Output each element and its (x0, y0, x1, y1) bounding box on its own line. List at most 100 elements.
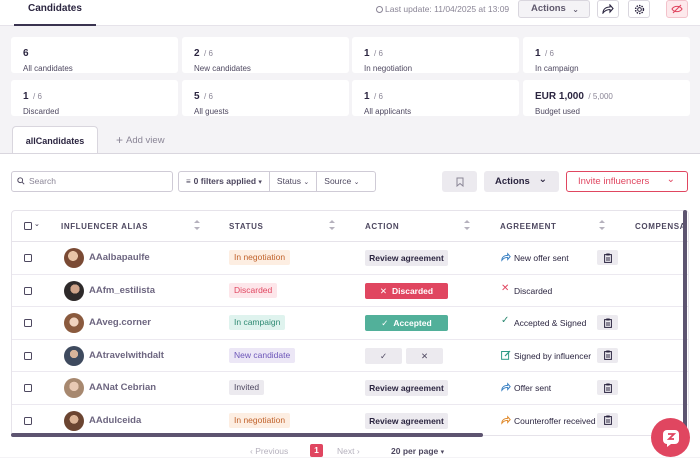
tab-all-candidates[interactable]: allCandidates (12, 126, 98, 154)
influencer-alias[interactable]: AAalbapaulfe (89, 252, 150, 263)
document-button[interactable] (597, 347, 618, 363)
col-agreement[interactable]: AGREEMENT (500, 222, 557, 231)
influencer-alias[interactable]: AAdulceida (89, 414, 142, 426)
discarded-label: Discarded (392, 285, 434, 296)
row-checkbox[interactable] (24, 351, 32, 360)
accept-button[interactable]: ✓ (365, 347, 402, 364)
share-arrow-icon (501, 382, 511, 392)
sort-icon[interactable] (463, 218, 471, 232)
agreement-status: Signed by influencer (514, 350, 592, 361)
filter-icon: ≡ (186, 177, 191, 186)
table-row[interactable]: AAveg.corner In campaign ✓ Accepted ✓ Acc… (12, 307, 688, 340)
document-button[interactable] (597, 380, 618, 395)
avatar (64, 280, 84, 301)
filters-label: 0 filters applied (193, 176, 257, 186)
review-agreement-button[interactable]: Review agreement (365, 380, 448, 396)
stat-card-new-candidates: 2 / 6 New candidates (182, 37, 349, 73)
clock-icon (376, 6, 383, 13)
agreement-status: Counteroffer received (514, 415, 596, 426)
x-icon: ✕ (379, 285, 387, 296)
actions-button[interactable]: Actions ⌄ (484, 171, 559, 192)
clipboard-icon (603, 350, 612, 360)
table-row[interactable]: AAalbapaulfe In negotiation Review agree… (12, 242, 688, 275)
review-agreement-button[interactable]: Review agreement (365, 412, 448, 429)
filters-applied-button[interactable]: ≡ 0 filters applied ▾ (179, 172, 270, 191)
influencer-alias[interactable]: AAfm_estilista (89, 284, 155, 296)
share-button[interactable] (597, 0, 619, 18)
select-all-checkbox[interactable] (24, 222, 32, 230)
influencer-alias[interactable]: AAtravelwithdalt (89, 349, 164, 361)
current-page[interactable]: 1 (310, 444, 323, 457)
chevron-down-icon: ⌄ (538, 174, 547, 185)
stat-total: / 5,000 (588, 92, 613, 101)
col-status[interactable]: STATUS (229, 222, 264, 231)
clipboard-icon (603, 253, 612, 263)
stat-card-all-applicants: 1 / 6 All applicants (352, 80, 519, 116)
stat-total: / 6 (374, 92, 383, 101)
row-checkbox[interactable] (24, 254, 32, 262)
horizontal-scrollbar[interactable] (11, 433, 483, 437)
document-button[interactable] (597, 250, 618, 265)
row-checkbox[interactable] (24, 416, 32, 425)
influencer-alias[interactable]: AANat Cebrian (89, 382, 157, 393)
stat-card-all-guests: 5 / 6 All guests (182, 80, 349, 116)
add-view-label: Add view (126, 135, 165, 146)
search-placeholder: Search (29, 176, 56, 186)
table-row[interactable]: AAtravelwithdalt New candidate ✓ ✕ Signe… (12, 340, 688, 372)
invite-influencers-button[interactable]: Invite influencers ⌄ (566, 171, 688, 192)
agreement-status: New offer sent (514, 253, 569, 263)
tab-candidates[interactable]: Candidates (14, 0, 96, 26)
stat-total: / 6 (204, 49, 213, 58)
row-checkbox[interactable] (24, 384, 32, 392)
stat-label: All candidates (23, 64, 73, 73)
last-update: Last update: 11/04/2025 at 13:09 (376, 2, 509, 16)
col-influencer-alias[interactable]: INFLUENCER ALIAS (61, 222, 149, 231)
status-badge: In negotiation (229, 412, 291, 428)
top-bar: Candidates Last update: 11/04/2025 at 13… (0, 0, 700, 26)
col-compensation[interactable]: COMPENSA (635, 222, 687, 231)
sort-icon[interactable] (193, 218, 201, 232)
add-view-button[interactable]: + Add view (116, 133, 165, 147)
accepted-label: Accepted (393, 318, 432, 328)
stat-card-all-candidates: 6 All candidates (11, 37, 178, 73)
status-badge: In campaign (229, 315, 286, 330)
col-action[interactable]: ACTION (365, 222, 400, 231)
stat-value: 1 (364, 48, 370, 59)
review-agreement-button[interactable]: Review agreement (365, 250, 448, 266)
sort-icon[interactable] (328, 218, 336, 232)
reject-button[interactable]: ✕ (406, 347, 443, 364)
stat-value: 5 (194, 91, 200, 102)
row-checkbox[interactable] (24, 286, 32, 295)
search-input[interactable]: Search (11, 171, 173, 192)
chevron-down-icon: ⌄ (572, 5, 579, 14)
bookmark-button[interactable] (442, 171, 477, 192)
accepted-button[interactable]: ✓ Accepted (365, 315, 448, 331)
share-arrow-orange-icon (501, 414, 511, 425)
share-icon (602, 4, 614, 14)
chat-icon (662, 429, 679, 447)
chat-support-button[interactable] (651, 418, 690, 457)
actions-dropdown-button[interactable]: Actions ⌄ (518, 0, 590, 18)
clipboard-icon (603, 415, 612, 425)
document-button[interactable] (597, 315, 618, 330)
influencer-alias[interactable]: AAveg.corner (89, 317, 151, 328)
document-button[interactable] (597, 412, 618, 428)
status-badge: Discarded (229, 282, 278, 298)
table-row[interactable]: AAfm_estilista Discarded ✕ Discarded ✕ Di… (12, 275, 688, 307)
chevron-down-icon: ⌄ (303, 179, 310, 186)
sort-icon[interactable] (598, 218, 606, 232)
next-page-button[interactable]: Next › (337, 446, 360, 456)
row-checkbox[interactable] (24, 319, 32, 327)
check-icon: ✓ (501, 315, 510, 326)
table-row[interactable]: AAdulceida In negotiation Review agreeme… (12, 405, 688, 436)
table-row[interactable]: AANat Cebrian Invited Review agreement O… (12, 372, 688, 405)
status-badge: Invited (229, 380, 265, 395)
discarded-button[interactable]: ✕ Discarded (365, 282, 448, 299)
per-page-select[interactable]: 20 per page ▾ (391, 446, 444, 456)
vertical-scrollbar[interactable] (683, 210, 687, 434)
hide-button[interactable] (666, 0, 688, 18)
settings-button[interactable] (628, 0, 650, 18)
status-filter[interactable]: Status ⌄ (270, 172, 318, 191)
source-filter[interactable]: Source ⌄ (317, 172, 366, 191)
previous-page-button[interactable]: ‹ Previous (250, 446, 288, 456)
